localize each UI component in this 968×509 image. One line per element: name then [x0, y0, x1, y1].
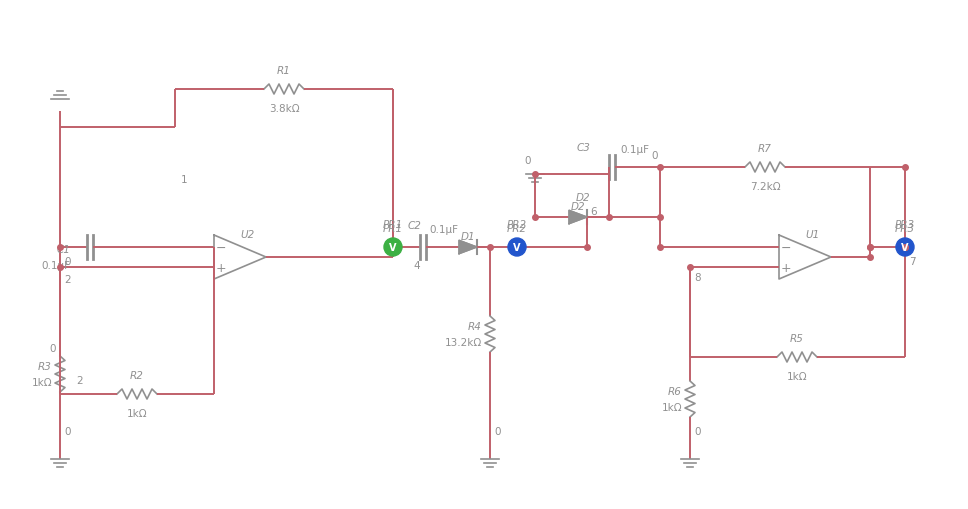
Text: R1: R1: [277, 66, 291, 76]
Text: C1: C1: [56, 244, 70, 254]
Text: 3.8kΩ: 3.8kΩ: [269, 104, 299, 114]
Text: 0: 0: [49, 344, 56, 353]
Text: V: V: [901, 242, 909, 252]
Text: −: −: [216, 241, 227, 254]
Text: 7: 7: [909, 257, 916, 267]
Circle shape: [508, 239, 526, 257]
Circle shape: [896, 239, 914, 257]
Text: 1kΩ: 1kΩ: [661, 402, 682, 412]
Text: 0: 0: [494, 426, 500, 436]
Text: V: V: [389, 242, 397, 252]
Text: 0.1μF: 0.1μF: [620, 145, 649, 155]
Text: D1: D1: [461, 232, 475, 242]
Text: 0: 0: [525, 156, 531, 165]
Text: D2: D2: [571, 202, 586, 212]
Polygon shape: [569, 211, 587, 224]
Text: 1kΩ: 1kΩ: [787, 371, 807, 381]
Text: PR2: PR2: [507, 219, 527, 230]
Text: 1kΩ: 1kΩ: [127, 408, 147, 418]
Text: 1kΩ: 1kΩ: [31, 377, 52, 387]
Polygon shape: [459, 241, 477, 254]
Text: 2: 2: [76, 375, 82, 385]
Text: R4: R4: [469, 321, 482, 331]
Text: U1: U1: [806, 230, 820, 240]
Text: −: −: [781, 241, 791, 254]
Text: 7.2kΩ: 7.2kΩ: [749, 182, 780, 191]
Text: 8: 8: [694, 272, 701, 282]
Text: V: V: [513, 242, 521, 252]
Text: PR3: PR3: [895, 223, 915, 234]
Circle shape: [384, 239, 402, 257]
Text: 0: 0: [651, 151, 658, 161]
Text: +: +: [216, 261, 227, 274]
Text: PR1: PR1: [383, 223, 403, 234]
Text: 0.1μF: 0.1μF: [429, 224, 458, 235]
Text: R6: R6: [668, 386, 682, 396]
Text: R3: R3: [38, 361, 52, 371]
Text: 1: 1: [181, 175, 188, 185]
Text: 0: 0: [64, 426, 71, 436]
Text: PR2: PR2: [507, 223, 527, 234]
Text: 0: 0: [694, 426, 701, 436]
Text: C2: C2: [408, 220, 421, 231]
Text: C3: C3: [577, 143, 590, 153]
Text: R2: R2: [130, 370, 144, 380]
Text: 0.1μF: 0.1μF: [41, 261, 70, 270]
Text: PR1: PR1: [383, 219, 403, 230]
Text: R5: R5: [790, 333, 804, 344]
Text: PR3: PR3: [895, 219, 915, 230]
Text: U2: U2: [241, 230, 256, 240]
Text: 2: 2: [64, 274, 71, 285]
Text: 0: 0: [64, 257, 71, 267]
Text: 6: 6: [590, 207, 596, 216]
Text: R7: R7: [758, 144, 771, 154]
Text: D2: D2: [576, 192, 590, 203]
Text: 4: 4: [413, 261, 419, 270]
Text: +: +: [780, 261, 791, 274]
Text: 13.2kΩ: 13.2kΩ: [444, 337, 482, 347]
